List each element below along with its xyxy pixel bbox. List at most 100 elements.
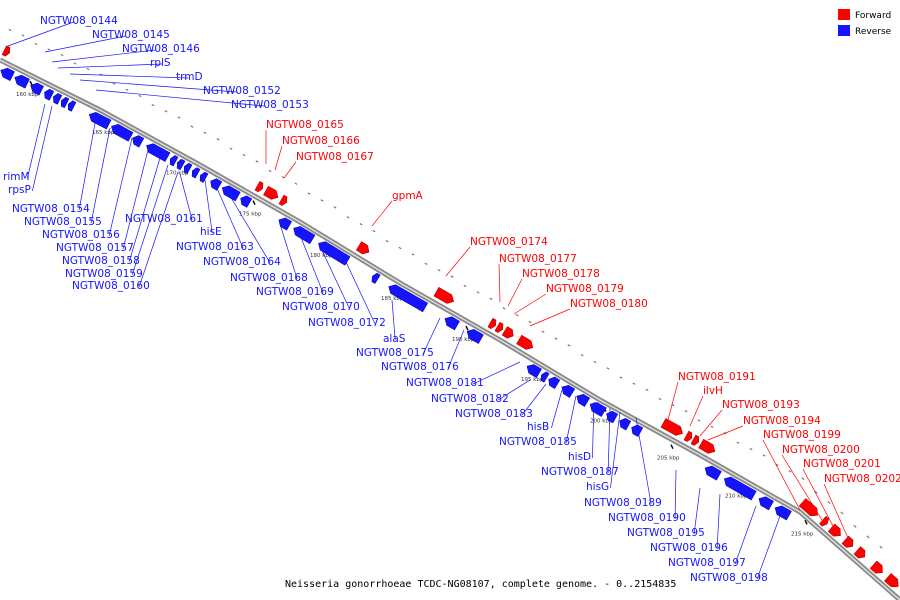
- leader-line: [693, 487, 701, 535]
- leader-line: [699, 409, 723, 437]
- reverse-gene-body: [619, 418, 632, 431]
- gene-label-forward: NGTW08_0165: [266, 119, 344, 131]
- reverse-gene: [169, 155, 179, 167]
- leader-line: [279, 223, 298, 280]
- forward-gene-body: [263, 185, 279, 200]
- tick-mark: [670, 444, 674, 449]
- tick-label: 160 kbp: [16, 92, 39, 98]
- gene-label-forward: NGTW08_0202: [824, 473, 900, 485]
- tick-dot: [840, 511, 844, 515]
- gene-labels: NGTW08_0144 NGTW08_0145 NGTW08_0146 rplS trm…: [3, 15, 900, 584]
- leader-line: [215, 185, 244, 249]
- reverse-gene: [210, 178, 223, 191]
- forward-gene: [254, 181, 264, 193]
- leader-line: [179, 173, 193, 221]
- reverse-gene: [14, 74, 30, 89]
- forward-gene: [516, 334, 534, 350]
- leader-line: [128, 157, 161, 263]
- gene-label-forward: NGTW08_0201: [803, 458, 881, 470]
- gene-label-reverse: NGTW08_0157: [56, 242, 134, 254]
- leader-line: [78, 117, 97, 211]
- tick-dot: [736, 441, 740, 444]
- gene-label-reverse: NGTW08_0182: [431, 393, 509, 405]
- reverse-gene: [30, 82, 44, 96]
- tick-dot: [879, 545, 883, 549]
- reverse-gene-body: [388, 284, 429, 313]
- tick-dot: [697, 419, 701, 422]
- reverse-gene: [191, 167, 201, 179]
- reverse-gene-body: [318, 241, 351, 266]
- forward-gene: [819, 515, 830, 527]
- tick-dot: [814, 490, 818, 494]
- leader-line: [299, 234, 324, 294]
- forward-gene-body: [819, 515, 830, 527]
- reverse-gene: [53, 93, 63, 105]
- leader-line: [27, 103, 46, 179]
- reverse-gene: [774, 505, 792, 521]
- leader-line: [204, 179, 213, 234]
- reverse-gene-body: [0, 67, 15, 81]
- leader-line: [57, 63, 163, 69]
- forward-gene-body: [487, 317, 497, 329]
- gene-label-reverse: NGTW08_0158: [62, 255, 140, 267]
- tick-dot: [138, 94, 142, 98]
- tick-dot: [320, 199, 324, 202]
- gene-label-reverse: NGTW08_0190: [608, 512, 686, 524]
- gene-label-reverse: NGTW08_0183: [455, 408, 533, 420]
- leader-line: [229, 195, 271, 264]
- forward-gene: [1, 45, 11, 57]
- gene-label-reverse: NGTW08_0168: [230, 272, 308, 284]
- leader-line: [674, 469, 677, 520]
- tick-label: 210 kbp: [725, 494, 748, 500]
- tick-dot: [112, 82, 116, 85]
- leader-line: [319, 245, 350, 309]
- gene-label-forward: NGTW08_0166: [282, 135, 360, 147]
- tick-dot: [489, 297, 493, 301]
- reverse-gene: [466, 329, 484, 344]
- leader-line: [69, 73, 189, 79]
- reverse-gene: [0, 67, 15, 81]
- leader-line: [667, 381, 679, 421]
- reverse-gene: [111, 124, 134, 142]
- reverse-gene: [44, 88, 55, 101]
- reverse-gene: [371, 272, 381, 284]
- tick-dot: [593, 360, 597, 364]
- tick-label: 180 kbp: [310, 253, 333, 259]
- forward-gene-body: [884, 573, 899, 588]
- reverse-gene-body: [371, 272, 381, 284]
- leader-line: [472, 361, 521, 385]
- reverse-gene-body: [191, 167, 201, 179]
- leader-line: [610, 411, 621, 489]
- tick-dot: [268, 169, 272, 173]
- reverse-gene-body: [60, 96, 70, 109]
- leader-line: [90, 127, 111, 224]
- forward-gene: [869, 560, 883, 574]
- tick-dot: [229, 147, 233, 150]
- reverse-gene: [388, 284, 429, 313]
- tick-dot: [502, 307, 506, 310]
- reverse-gene: [221, 185, 241, 202]
- tick-dot: [749, 447, 753, 451]
- tick-label: 185 kbp: [381, 296, 404, 302]
- reverse-gene: [176, 159, 186, 171]
- gene-label-reverse: NGTW08_0198: [690, 572, 768, 584]
- tick-label: 215 kbp: [791, 531, 814, 537]
- forward-gene-body: [494, 321, 504, 333]
- gene-label-forward: NGTW08_0193: [722, 399, 800, 411]
- leader-line: [565, 395, 577, 444]
- legend-forward-swatch: [838, 9, 850, 20]
- tick-dot: [853, 524, 857, 528]
- reverse-gene-body: [14, 74, 30, 89]
- gene-label-reverse: NGTW08_0163: [176, 241, 254, 253]
- gene-label-reverse: NGTW08_0187: [541, 466, 619, 478]
- reverse-gene-body: [576, 394, 591, 407]
- reverse-gene: [704, 465, 722, 481]
- tick-dot: [645, 388, 649, 392]
- gene-label-reverse: NGTW08_0170: [282, 301, 360, 313]
- gene-features: [0, 45, 899, 588]
- forward-gene-body: [433, 287, 454, 304]
- reverse-gene-body: [526, 364, 542, 379]
- tick-dot: [619, 376, 623, 379]
- tick-dot: [450, 275, 454, 278]
- tick-mark: [804, 519, 808, 525]
